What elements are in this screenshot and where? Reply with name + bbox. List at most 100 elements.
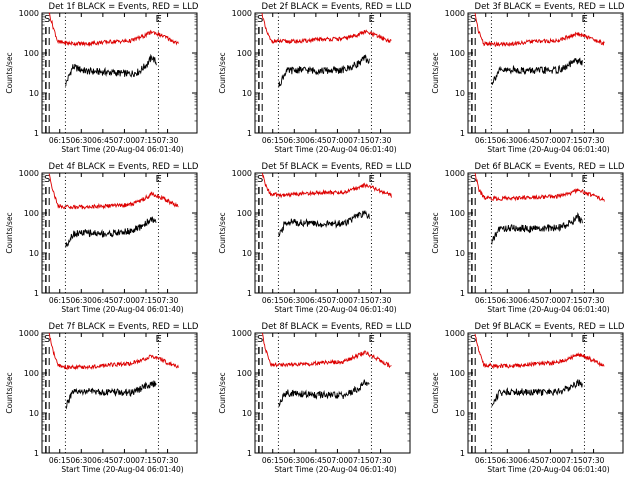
y-tick-label: 1000: [19, 329, 39, 338]
lld-series-line: [48, 332, 179, 371]
y-tick-label: 100: [237, 49, 252, 58]
x-tick-label: 06:45: [518, 296, 540, 305]
x-tick-label: 06:15: [262, 296, 284, 305]
x-tick-label: 06:45: [518, 136, 540, 145]
x-axis-label: Start Time (20-Aug-04 06:01:40): [61, 465, 183, 474]
y-tick-label: 1: [247, 129, 252, 138]
y-tick-label: 10: [29, 89, 39, 98]
y-tick-label: 100: [450, 49, 465, 58]
y-tick-label: 10: [455, 89, 465, 98]
y-tick-label: 100: [237, 209, 252, 218]
plot-frame: [467, 12, 624, 134]
y-tick-label: 10: [242, 409, 252, 418]
x-tick-label: 07:15: [561, 456, 583, 465]
x-tick-label: 06:45: [305, 456, 327, 465]
lld-series-line: [474, 333, 605, 370]
end-marker-label: E: [368, 334, 374, 345]
x-tick-label: 06:15: [49, 456, 71, 465]
end-marker-label: E: [155, 174, 161, 185]
y-axis-label: Counts/sec: [431, 52, 440, 93]
x-axis-label: Start Time (20-Aug-04 06:01:40): [274, 465, 396, 474]
plot-frame: [41, 12, 198, 134]
lld-series-line: [474, 172, 605, 202]
chart-panel: Det 2f BLACK = Events, RED = LLD 1 10 100 10…: [218, 2, 412, 154]
plot-frame: [467, 172, 624, 294]
events-series-line: [278, 54, 370, 88]
y-tick-label: 100: [24, 369, 39, 378]
x-tick-label: 07:00: [114, 456, 136, 465]
x-tick-label: 06:30: [496, 296, 518, 305]
y-axis-label: Counts/sec: [5, 212, 14, 253]
x-tick-label: 06:30: [70, 296, 92, 305]
x-axis-label: Start Time (20-Aug-04 06:01:40): [61, 305, 183, 314]
x-tick-label: 06:45: [92, 296, 114, 305]
x-tick-label: 07:15: [135, 136, 157, 145]
y-axis-label: Counts/sec: [431, 212, 440, 253]
start-marker-label: S: [44, 334, 50, 345]
x-tick-label: 06:15: [49, 296, 71, 305]
y-axis-label: Counts/sec: [218, 212, 227, 253]
y-axis-label: Counts/sec: [218, 52, 227, 93]
x-tick-label: 06:45: [305, 136, 327, 145]
lld-series-line: [261, 12, 392, 45]
events-series-line: [278, 379, 370, 408]
x-tick-label: 06:30: [70, 136, 92, 145]
lld-series-line: [48, 12, 179, 47]
x-tick-label: 07:15: [135, 296, 157, 305]
x-axis-label: Start Time (20-Aug-04 06:01:40): [487, 305, 609, 314]
x-tick-label: 07:30: [583, 296, 605, 305]
x-tick-label: 07:00: [327, 456, 349, 465]
x-tick-label: 07:15: [561, 296, 583, 305]
y-tick-label: 1: [34, 449, 39, 458]
x-tick-label: 07:30: [583, 456, 605, 465]
plot-frame: [467, 332, 624, 454]
x-tick-label: 06:30: [283, 136, 305, 145]
x-axis-label: Start Time (20-Aug-04 06:01:40): [274, 305, 396, 314]
x-tick-label: 06:15: [262, 136, 284, 145]
events-series-line: [65, 380, 157, 410]
x-tick-label: 06:30: [283, 456, 305, 465]
start-marker-label: S: [44, 14, 50, 25]
chart-panel: Det 4f BLACK = Events, RED = LLD 1 10 100 10…: [5, 162, 199, 314]
lld-series-line: [474, 12, 605, 47]
chart-title: Det 1f BLACK = Events, RED = LLD: [49, 2, 199, 12]
events-series-line: [491, 379, 583, 407]
x-tick-label: 06:30: [496, 456, 518, 465]
end-marker-label: E: [155, 14, 161, 25]
y-tick-label: 100: [450, 369, 465, 378]
chart-title: Det 5f BLACK = Events, RED = LLD: [262, 162, 412, 172]
events-series-line: [491, 212, 583, 245]
y-tick-label: 100: [24, 49, 39, 58]
plot-frame: [254, 12, 411, 134]
x-tick-label: 06:15: [262, 456, 284, 465]
x-tick-label: 07:30: [157, 136, 179, 145]
chart-panel: Det 9f BLACK = Events, RED = LLD 1 10 100 10…: [431, 322, 625, 474]
x-tick-label: 07:00: [540, 296, 562, 305]
y-axis-label: Counts/sec: [5, 52, 14, 93]
y-tick-label: 1000: [19, 9, 39, 18]
x-tick-label: 07:30: [370, 456, 392, 465]
x-tick-label: 06:30: [283, 296, 305, 305]
events-series-line: [65, 53, 157, 87]
events-series-line: [491, 57, 583, 85]
y-tick-label: 10: [242, 89, 252, 98]
x-tick-label: 06:30: [496, 136, 518, 145]
chart-title: Det 9f BLACK = Events, RED = LLD: [475, 322, 625, 332]
events-series-line: [278, 210, 370, 237]
start-marker-label: S: [257, 334, 263, 345]
lld-series-line: [261, 172, 392, 199]
plot-frame: [41, 172, 198, 294]
chart-panel: Det 7f BLACK = Events, RED = LLD 1 10 100 10…: [5, 322, 199, 474]
y-tick-label: 1: [460, 129, 465, 138]
chart-panel: Det 8f BLACK = Events, RED = LLD 1 10 100 10…: [218, 322, 412, 474]
y-tick-label: 10: [455, 409, 465, 418]
x-tick-label: 07:00: [540, 456, 562, 465]
x-tick-label: 06:30: [70, 456, 92, 465]
start-marker-label: S: [257, 174, 263, 185]
x-tick-label: 07:15: [135, 456, 157, 465]
y-tick-label: 1000: [232, 329, 252, 338]
chart-title: Det 3f BLACK = Events, RED = LLD: [475, 2, 625, 12]
x-tick-label: 07:00: [540, 136, 562, 145]
end-marker-label: E: [155, 334, 161, 345]
